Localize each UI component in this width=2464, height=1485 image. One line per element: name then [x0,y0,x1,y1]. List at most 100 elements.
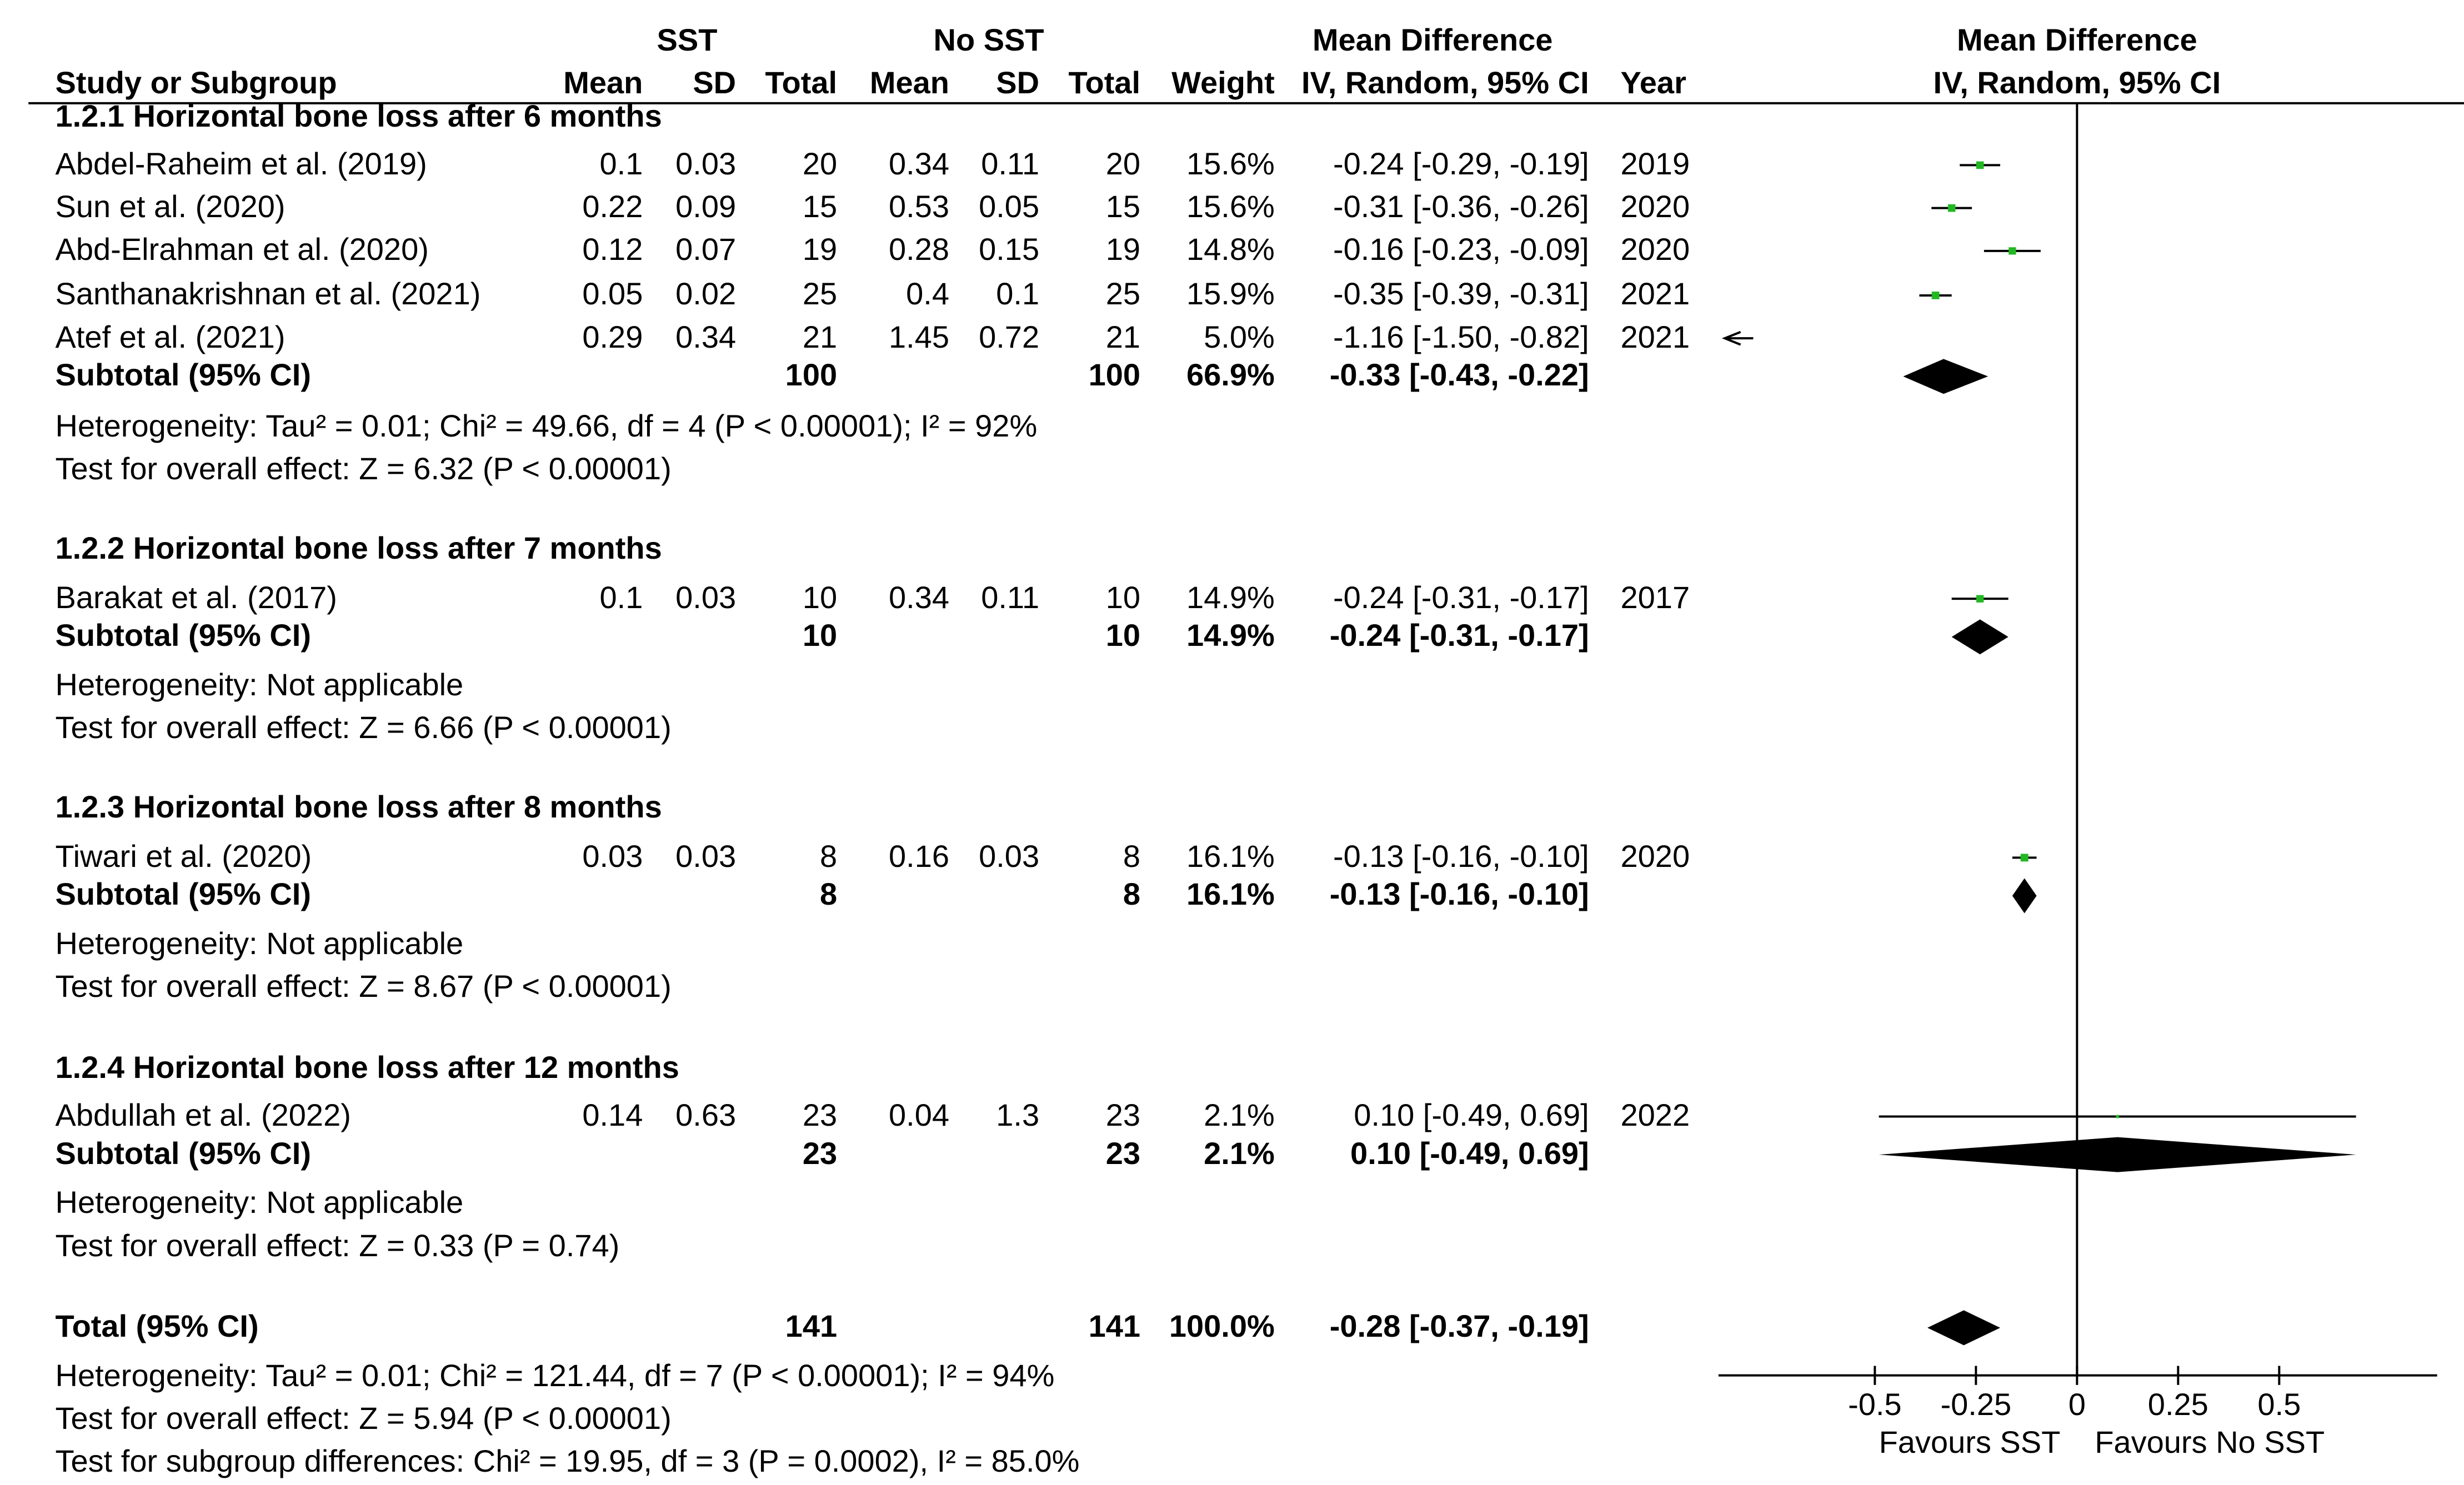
study-ci-text: -0.24 [-0.29, -0.19] [1333,146,1589,181]
study-total1: 23 [802,1097,838,1132]
heterogeneity-text: Heterogeneity: Tau² = 0.01; Chi² = 49.66… [55,408,1038,443]
heterogeneity-text: Heterogeneity: Not applicable [55,1185,464,1220]
total-total2: 141 [1088,1308,1141,1344]
study-total2: 19 [1105,232,1141,267]
header-sd2: SD [996,65,1040,101]
study-year: 2021 [1620,319,1690,354]
subtotal-label: Subtotal (95% CI) [55,618,311,653]
study-name: Sun et al. (2020) [55,189,286,224]
study-total2: 20 [1105,146,1141,181]
x-tick-label: -0.5 [1848,1386,1902,1422]
study-point-marker [1947,204,1956,212]
header-group1: SST [657,22,718,57]
study-name: Abdel-Raheim et al. (2019) [55,146,427,181]
header-study: Study or Subgroup [55,65,337,101]
study-total2: 8 [1123,838,1141,874]
subtotal-label: Subtotal (95% CI) [55,876,311,912]
header-mean1: Mean [563,65,643,101]
x-tick-label: -0.25 [1940,1386,2012,1422]
header-weight: Weight [1171,65,1275,101]
study-sd2: 0.11 [981,146,1040,181]
total-heterogeneity-text: Heterogeneity: Tau² = 0.01; Chi² = 121.4… [55,1358,1055,1393]
study-total1: 15 [802,189,838,224]
study-ci-text: 0.10 [-0.49, 0.69] [1354,1097,1589,1132]
study-weight: 14.9% [1186,579,1275,615]
study-ci-text: -0.16 [-0.23, -0.09] [1333,232,1589,267]
subtotal-total1: 100 [785,357,838,393]
subtotal-total2: 100 [1088,357,1141,393]
study-mean2: 0.04 [889,1097,949,1132]
study-sd1: 0.63 [675,1097,737,1132]
heterogeneity-text: Heterogeneity: Not applicable [55,666,464,702]
study-mean1: 0.12 [582,232,643,267]
subtotal-label: Subtotal (95% CI) [55,1135,311,1171]
subtotal-ci-text: -0.13 [-0.16, -0.10] [1329,876,1589,912]
study-ci-text: -1.16 [-1.50, -0.82] [1333,319,1589,354]
study-name: Santhanakrishnan et al. (2021) [55,276,481,312]
study-mean1: 0.05 [582,276,643,312]
study-total2: 23 [1105,1097,1141,1132]
overall-effect-text: Test for overall effect: Z = 0.33 (P = 0… [55,1227,620,1263]
subtotal-diamond [1903,359,1989,394]
study-mean2: 0.34 [889,146,949,181]
header-total2: Total [1068,65,1141,101]
study-total2: 21 [1105,319,1141,354]
subtotal-total1: 10 [802,618,838,653]
overall-effect-text: Test for overall effect: Z = 6.32 (P < 0… [55,451,672,486]
x-tick-label: 0.25 [2147,1386,2208,1422]
study-total1: 25 [802,276,838,312]
study-total2: 15 [1105,189,1141,224]
study-name: Abd-Elrahman et al. (2020) [55,232,429,267]
total-label: Total (95% CI) [55,1308,259,1344]
header-method: IV, Random, 95% CI [1301,65,1589,101]
total-ci-text: -0.28 [-0.37, -0.19] [1329,1308,1589,1344]
subtotal-total1: 8 [819,876,838,912]
study-year: 2020 [1620,232,1690,267]
study-sd1: 0.07 [675,232,737,267]
subgroup-title: 1.2.3 Horizontal bone loss after 8 month… [55,789,662,825]
study-mean1: 0.03 [582,838,643,874]
study-name: Abdullah et al. (2022) [55,1097,351,1132]
study-point-marker [2009,247,2016,255]
study-sd2: 0.1 [996,276,1040,312]
study-name: Tiwari et al. (2020) [55,838,312,874]
study-sd1: 0.03 [675,838,737,874]
subtotal-ci-text: 0.10 [-0.49, 0.69] [1350,1135,1589,1171]
study-sd2: 0.11 [981,579,1040,615]
overall-effect-text: Test for overall effect: Z = 6.66 (P < 0… [55,710,672,745]
study-sd1: 0.09 [675,189,737,224]
x-tick-label: 0 [2068,1386,2086,1422]
subtotal-weight: 14.9% [1186,618,1275,653]
study-year: 2020 [1620,838,1690,874]
heterogeneity-text: Heterogeneity: Not applicable [55,926,464,961]
subgroup-title: 1.2.1 Horizontal bone loss after 6 month… [55,98,662,134]
header-mean2: Mean [869,65,949,101]
study-weight: 14.8% [1186,232,1275,267]
study-point-marker [2020,854,2029,862]
study-sd2: 0.05 [979,189,1040,224]
study-year: 2020 [1620,189,1690,224]
study-ci-text: -0.13 [-0.16, -0.10] [1333,838,1589,874]
study-sd1: 0.03 [675,146,737,181]
header-group2: No SST [933,22,1044,57]
study-mean1: 0.14 [582,1097,643,1132]
total-diamond [1927,1310,2001,1346]
header-plot-title: Mean Difference [1957,22,2197,57]
study-total1: 21 [802,319,838,354]
study-year: 2019 [1620,146,1690,181]
study-weight: 15.6% [1186,189,1275,224]
study-mean1: 0.1 [599,579,643,615]
study-ci-text: -0.24 [-0.31, -0.17] [1333,579,1589,615]
subgroup-differences-text: Test for subgroup differences: Chi² = 19… [55,1443,1080,1479]
study-mean2: 0.4 [906,276,949,312]
subtotal-total2: 8 [1123,876,1141,912]
header-sd1: SD [693,65,737,101]
study-mean2: 0.28 [889,232,949,267]
favours-right-label: Favours No SST [2095,1424,2325,1460]
study-point-marker [1931,292,1940,299]
study-total1: 8 [819,838,838,874]
study-weight: 5.0% [1204,319,1275,354]
study-mean2: 0.34 [889,579,949,615]
